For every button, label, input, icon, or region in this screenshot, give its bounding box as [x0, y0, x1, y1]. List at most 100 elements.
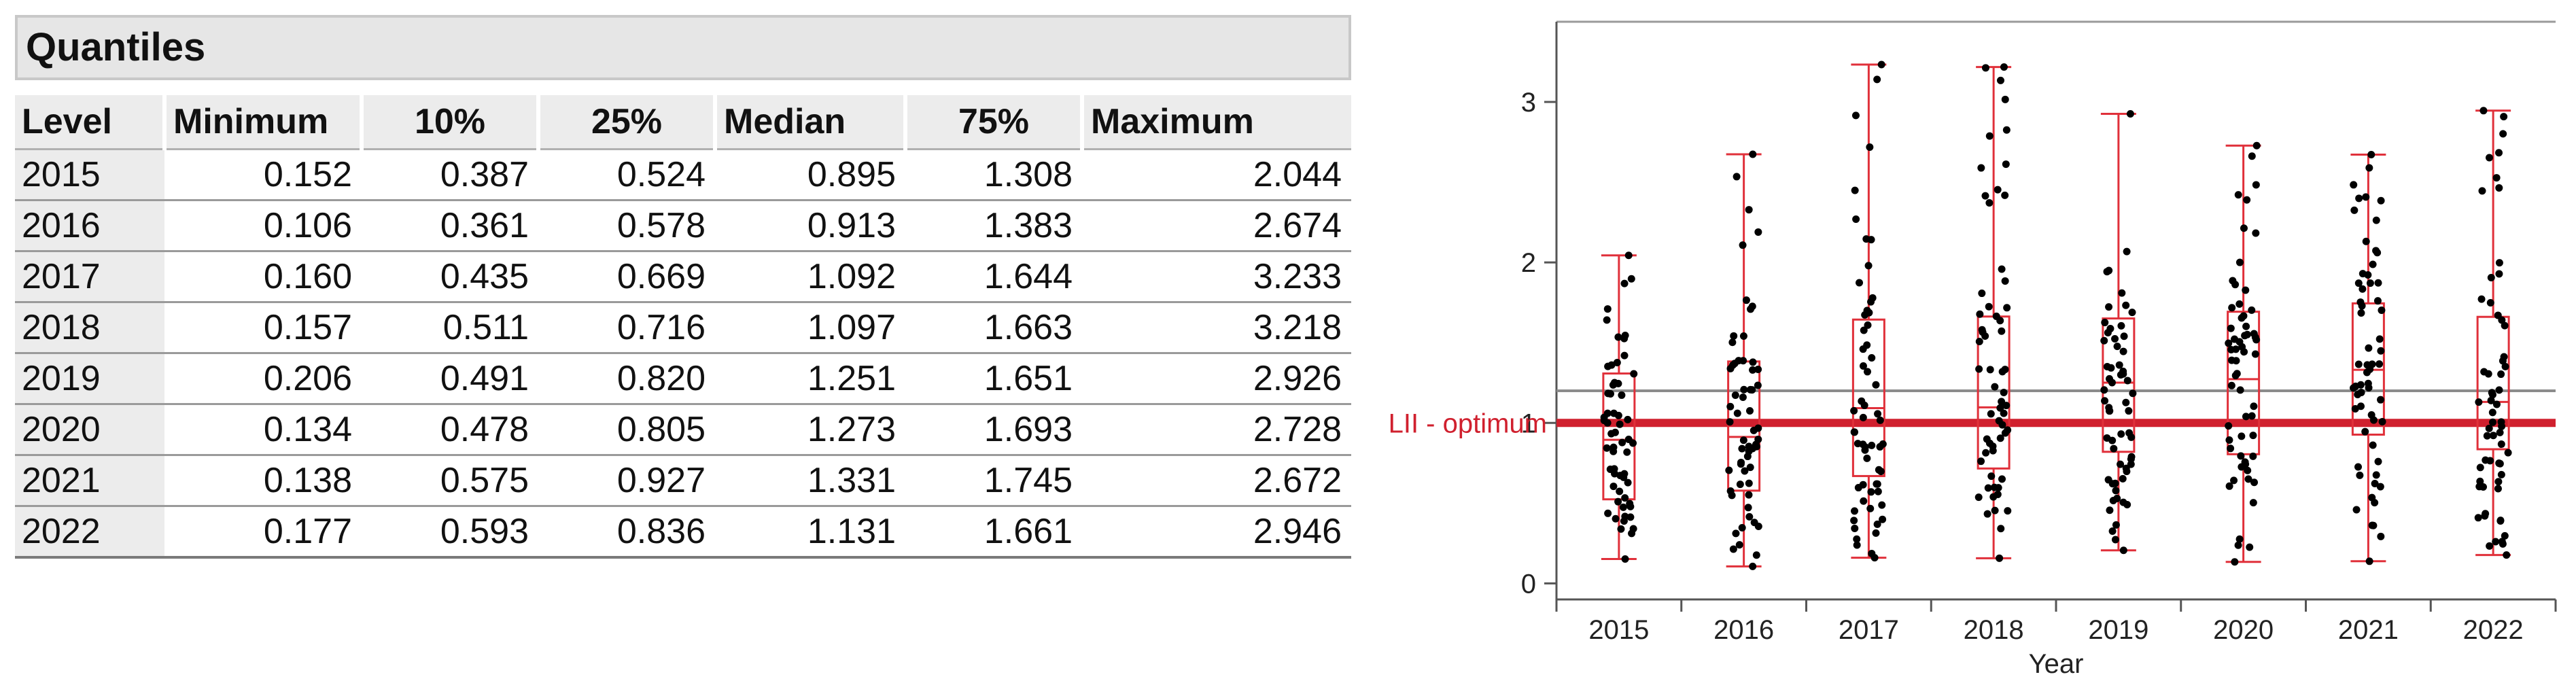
- data-point: [1850, 517, 1858, 525]
- data-point: [2252, 141, 2261, 150]
- data-point: [2128, 309, 2136, 317]
- data-point: [2242, 322, 2250, 330]
- data-point: [1749, 150, 1757, 158]
- data-point: [2100, 336, 2108, 345]
- data-point: [1730, 332, 1738, 340]
- data-point: [2485, 424, 2493, 432]
- data-point: [2356, 381, 2365, 389]
- data-point: [2003, 304, 2011, 312]
- box-iqr: [2476, 315, 2510, 451]
- data-point: [1728, 338, 1737, 347]
- table-row: 2018 0.157 0.511 0.716 1.097 1.663 3.218: [15, 302, 1351, 354]
- data-point: [1739, 393, 1747, 401]
- quantiles-table: Level Minimum 10% 25% Median 75% Maximum…: [15, 95, 1351, 559]
- data-point: [2492, 400, 2501, 408]
- x-tick-label: 2019: [2088, 615, 2148, 645]
- data-point: [1985, 132, 1994, 140]
- data-point: [1620, 351, 1629, 360]
- data-point: [2225, 482, 2233, 490]
- data-point: [1877, 60, 1885, 69]
- data-point: [2483, 432, 2491, 440]
- data-point: [1726, 364, 1735, 372]
- data-point: [2484, 370, 2492, 378]
- data-point: [2227, 356, 2235, 364]
- data-point: [2376, 483, 2384, 491]
- data-point: [1860, 401, 1868, 409]
- table-cell: 0.805: [538, 404, 715, 456]
- data-point: [1739, 332, 1747, 340]
- data-point: [2375, 360, 2384, 368]
- table-cell: 1.651: [905, 353, 1082, 405]
- data-point: [2001, 429, 2009, 437]
- data-point: [2123, 247, 2131, 256]
- data-point: [1989, 493, 1998, 501]
- data-point: [1620, 279, 1629, 287]
- data-point: [1851, 186, 1859, 194]
- data-point: [2126, 110, 2134, 118]
- data-point: [2251, 350, 2259, 358]
- data-point: [1874, 487, 1882, 495]
- data-point: [2478, 187, 2486, 195]
- data-point: [1860, 326, 1868, 334]
- data-point: [2474, 514, 2482, 522]
- data-point: [1618, 391, 1626, 399]
- data-point: [2125, 407, 2133, 415]
- data-point: [1752, 440, 1760, 449]
- data-point: [1627, 275, 1635, 283]
- data-point: [2244, 475, 2252, 483]
- data-point: [1872, 381, 1880, 389]
- data-point: [2120, 332, 2128, 340]
- data-point: [1859, 481, 1867, 489]
- y-tick-label: 1: [1521, 408, 1536, 438]
- data-point: [2235, 300, 2244, 308]
- data-point: [1874, 410, 1882, 418]
- data-point: [1975, 365, 1983, 373]
- data-point: [2242, 286, 2250, 294]
- data-point: [1851, 428, 1859, 436]
- data-point: [2237, 452, 2245, 460]
- table-row: 2016 0.106 0.361 0.578 0.913 1.383 2.674: [15, 200, 1351, 252]
- table-cell: 0.157: [164, 302, 362, 354]
- data-point: [1985, 198, 1994, 207]
- data-point: [1624, 251, 1633, 260]
- data-point: [1877, 468, 1885, 476]
- table-cell: 0.895: [715, 149, 905, 201]
- data-point: [2495, 459, 2503, 468]
- data-point: [2113, 343, 2121, 351]
- data-point: [2234, 541, 2242, 549]
- box-iqr: [2102, 317, 2136, 453]
- data-point: [2103, 434, 2111, 442]
- data-point: [2375, 335, 2384, 343]
- table-cell: 1.273: [715, 404, 905, 456]
- data-point: [2234, 191, 2242, 199]
- data-point: [2231, 372, 2240, 380]
- data-point: [2248, 306, 2256, 314]
- data-point: [2359, 285, 2367, 293]
- data-point: [2240, 312, 2248, 320]
- data-point: [2227, 381, 2235, 389]
- table-row: 2015 0.152 0.387 0.524 0.895 1.308 2.044: [15, 149, 1351, 201]
- data-point: [1612, 514, 1620, 523]
- data-point: [2497, 470, 2505, 478]
- data-point: [2122, 301, 2130, 309]
- table-cell: 2.674: [1082, 200, 1351, 252]
- data-point: [2108, 527, 2117, 536]
- data-point: [2123, 377, 2131, 385]
- data-point: [1851, 524, 1859, 532]
- data-point: [1733, 409, 1741, 417]
- data-point: [1996, 434, 2004, 442]
- data-point: [1863, 368, 1871, 376]
- data-point: [2238, 463, 2246, 471]
- data-point: [1994, 186, 2002, 194]
- data-point: [2119, 474, 2127, 483]
- data-point: [1856, 279, 1864, 287]
- data-point: [2351, 404, 2359, 413]
- data-point: [2101, 397, 2109, 405]
- data-point: [2000, 409, 2008, 417]
- table-cell: 0.206: [164, 353, 362, 405]
- data-point: [1613, 359, 1621, 367]
- data-point: [1996, 317, 2004, 325]
- data-point: [1737, 460, 1745, 468]
- data-point: [2374, 279, 2382, 287]
- data-point: [1749, 358, 1757, 366]
